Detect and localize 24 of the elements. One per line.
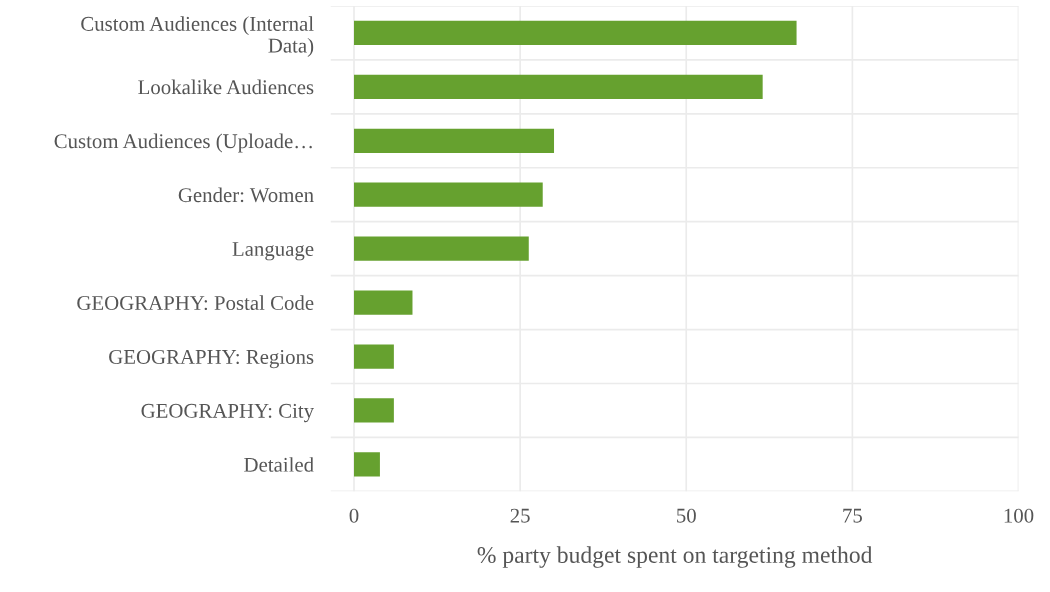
x-tick-label: 100 bbox=[1004, 508, 1034, 523]
bar bbox=[354, 236, 529, 261]
y-tick-label: Lookalike Audiences bbox=[138, 79, 314, 95]
y-tick-label: Custom Audiences (Internal Data) bbox=[81, 16, 314, 57]
bar bbox=[354, 290, 413, 315]
bar bbox=[354, 452, 380, 477]
bar bbox=[354, 182, 543, 207]
y-tick-label: GEOGRAPHY: Regions bbox=[109, 349, 314, 369]
bar bbox=[354, 74, 763, 99]
x-tick-label: 0 bbox=[349, 508, 359, 523]
x-tick-label: 75 bbox=[843, 508, 862, 523]
y-tick-label: Language bbox=[232, 242, 314, 261]
y-tick-label: Gender: Women bbox=[178, 187, 314, 203]
y-tick-label: Detailed bbox=[244, 457, 314, 472]
x-tick-label: 25 bbox=[510, 508, 530, 523]
bar bbox=[354, 128, 555, 153]
bar bbox=[354, 398, 394, 423]
y-tick-label: GEOGRAPHY: City bbox=[141, 403, 314, 423]
y-tick-label: GEOGRAPHY: Postal Code bbox=[77, 295, 314, 311]
y-tick-label: Custom Audiences (Uploade… bbox=[54, 133, 312, 153]
bar bbox=[354, 20, 797, 46]
x-tick-label: 50 bbox=[677, 508, 696, 523]
bar bbox=[354, 344, 394, 369]
x-axis-title: % party budget spent on targeting method bbox=[477, 546, 873, 568]
